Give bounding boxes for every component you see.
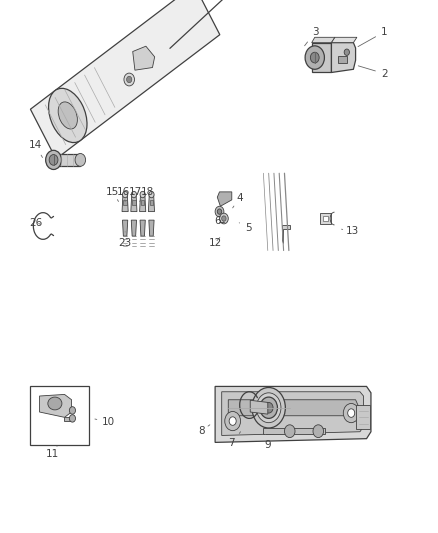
Text: 8: 8 xyxy=(198,425,209,435)
Ellipse shape xyxy=(126,76,131,83)
Polygon shape xyxy=(217,192,231,206)
Text: 6: 6 xyxy=(213,216,223,226)
Ellipse shape xyxy=(304,46,324,69)
FancyBboxPatch shape xyxy=(356,405,369,429)
Text: 17: 17 xyxy=(128,187,141,201)
Text: 18: 18 xyxy=(139,187,154,201)
Text: 12: 12 xyxy=(208,238,221,247)
Ellipse shape xyxy=(69,415,75,422)
Polygon shape xyxy=(320,213,331,224)
Ellipse shape xyxy=(284,425,294,438)
Polygon shape xyxy=(149,200,153,205)
Polygon shape xyxy=(122,195,128,212)
Text: 4: 4 xyxy=(232,193,242,208)
Polygon shape xyxy=(263,428,324,434)
Ellipse shape xyxy=(343,403,358,423)
Ellipse shape xyxy=(46,150,61,169)
Ellipse shape xyxy=(264,402,272,413)
Polygon shape xyxy=(311,37,334,43)
Polygon shape xyxy=(281,225,289,243)
Ellipse shape xyxy=(347,409,354,417)
Ellipse shape xyxy=(75,154,85,166)
Polygon shape xyxy=(221,392,363,435)
Polygon shape xyxy=(132,200,135,205)
Ellipse shape xyxy=(215,206,223,217)
Ellipse shape xyxy=(256,393,280,423)
Polygon shape xyxy=(50,154,80,166)
Text: 14: 14 xyxy=(28,140,42,158)
Text: 11: 11 xyxy=(46,446,59,459)
Polygon shape xyxy=(64,417,73,421)
Ellipse shape xyxy=(310,52,318,63)
Polygon shape xyxy=(148,195,154,212)
Ellipse shape xyxy=(49,88,87,143)
Ellipse shape xyxy=(224,411,240,431)
Text: 5: 5 xyxy=(239,223,251,233)
Text: 1: 1 xyxy=(357,27,387,46)
Polygon shape xyxy=(122,220,127,236)
Text: 15: 15 xyxy=(106,187,119,201)
Polygon shape xyxy=(140,220,145,236)
Ellipse shape xyxy=(229,417,236,425)
Ellipse shape xyxy=(140,191,145,198)
Polygon shape xyxy=(39,394,71,417)
Polygon shape xyxy=(131,195,137,212)
Ellipse shape xyxy=(251,387,285,428)
Ellipse shape xyxy=(343,49,349,55)
Ellipse shape xyxy=(148,191,154,198)
Text: 10: 10 xyxy=(95,417,115,427)
Ellipse shape xyxy=(58,102,77,129)
Ellipse shape xyxy=(259,397,277,418)
FancyBboxPatch shape xyxy=(337,56,346,63)
Ellipse shape xyxy=(219,213,228,224)
Polygon shape xyxy=(131,220,136,236)
Polygon shape xyxy=(132,46,154,70)
Text: 9: 9 xyxy=(264,434,271,450)
Polygon shape xyxy=(250,400,267,414)
Text: 23: 23 xyxy=(118,232,131,247)
Polygon shape xyxy=(331,37,356,43)
Ellipse shape xyxy=(217,209,221,214)
Polygon shape xyxy=(30,0,219,159)
Text: 26: 26 xyxy=(29,218,42,228)
Text: 13: 13 xyxy=(341,227,358,236)
Ellipse shape xyxy=(69,407,75,414)
Polygon shape xyxy=(331,43,355,72)
Polygon shape xyxy=(228,400,358,416)
Ellipse shape xyxy=(221,216,226,221)
Ellipse shape xyxy=(122,191,127,198)
Ellipse shape xyxy=(48,397,62,410)
Polygon shape xyxy=(215,386,370,442)
Ellipse shape xyxy=(124,73,134,86)
Polygon shape xyxy=(322,216,328,221)
Text: 2: 2 xyxy=(357,66,387,78)
Text: 3: 3 xyxy=(304,27,318,46)
Text: 16: 16 xyxy=(117,187,130,201)
Ellipse shape xyxy=(131,191,136,198)
Polygon shape xyxy=(139,195,145,212)
FancyBboxPatch shape xyxy=(30,386,88,445)
Polygon shape xyxy=(148,220,154,236)
Polygon shape xyxy=(311,43,331,72)
Ellipse shape xyxy=(49,155,58,165)
Text: 7: 7 xyxy=(228,432,240,448)
Polygon shape xyxy=(141,200,144,205)
Polygon shape xyxy=(123,200,127,205)
Ellipse shape xyxy=(312,425,323,438)
